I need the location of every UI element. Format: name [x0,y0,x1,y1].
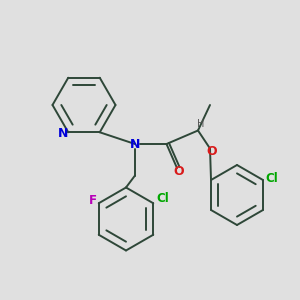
Text: O: O [206,145,217,158]
Text: Cl: Cl [265,172,278,185]
Text: Cl: Cl [156,192,169,205]
Text: N: N [130,137,140,151]
Text: O: O [173,165,184,178]
Text: N: N [58,127,68,140]
Text: H: H [197,119,205,129]
Text: F: F [89,194,97,207]
